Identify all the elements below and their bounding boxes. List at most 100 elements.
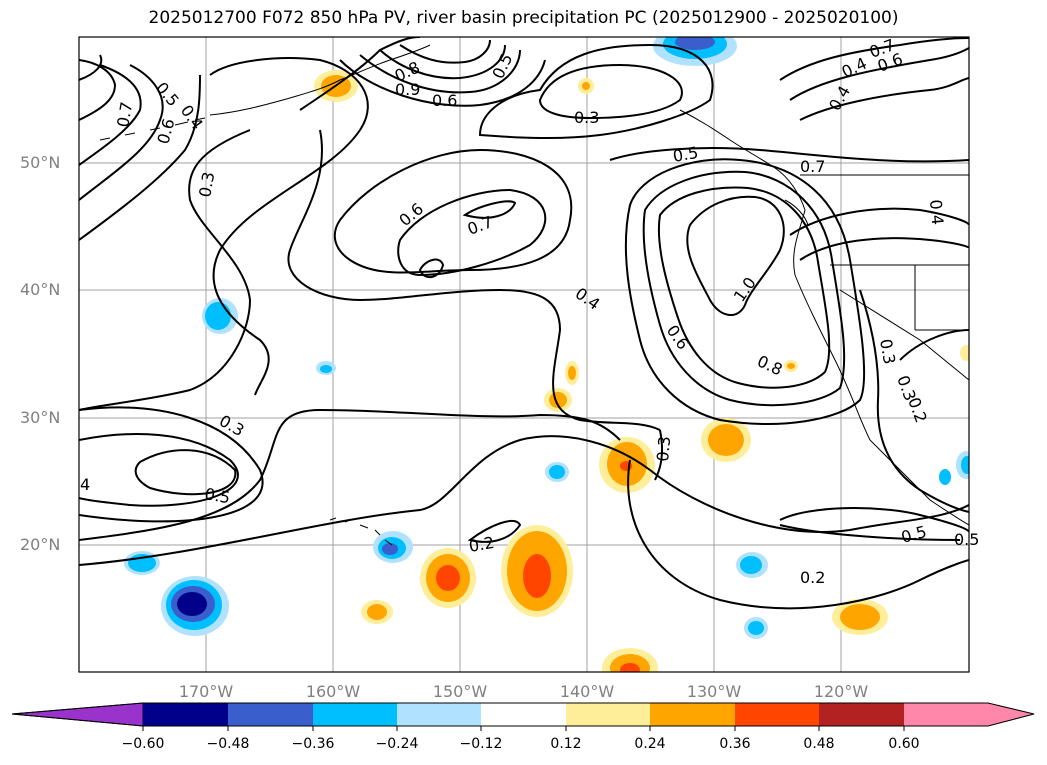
contour-label: 0.3 [195,170,218,198]
contour-line [467,520,522,543]
contour-label: 4 [80,475,90,494]
colorbar-segment [650,703,735,726]
precip-blob-positive [960,345,969,361]
figure-title: 2025012700 F072 850 hPa PV, river basin … [148,8,899,28]
contour-line [478,43,714,140]
colorbar-tick-label: 0.12 [550,736,582,752]
contour-line [624,158,866,425]
coastlines [99,44,969,546]
contour-line [79,54,103,81]
colorbar-extend-high [904,703,1034,726]
precip-blob-positive [420,548,476,608]
contour-line [79,59,117,121]
contour-line [134,449,237,496]
precip-blob-negative [653,37,737,66]
contour-line [287,129,661,431]
precip-blob-positive [599,437,655,493]
contour-label: 0.6 [432,91,457,110]
contour-line [789,47,969,101]
contour-line [779,37,969,81]
precip-shading [124,37,969,672]
aleutian-islands [99,117,206,141]
colorbar-tick-label: 0.60 [888,736,920,752]
alaska-panhandle-coast [679,109,806,211]
contour-line [654,429,664,481]
lat-label-20n: 20°N [20,535,61,554]
contour-line [79,64,142,166]
contour-line [538,63,683,120]
precip-blob-negative [124,551,160,575]
lat-label-40n: 40°N [20,280,61,299]
precip-blob-negative [744,617,768,639]
british-columbia-coast [793,209,969,526]
contour-line [339,59,546,107]
colorbar-segment [819,703,904,726]
contour-line [859,289,969,513]
colorbar-tick-label: −0.24 [375,736,419,752]
lon-label-150w: 150°W [432,682,488,701]
contour-line [79,433,239,507]
colorbar-segment [397,703,481,726]
contour-label: 0.9 [395,80,420,99]
contour-line [79,435,969,566]
lon-label-160w: 160°W [305,682,361,701]
contour-label: 0.3 [653,435,674,462]
contour-line [418,258,445,279]
precip-blob-positive [602,648,658,672]
colorbar-tick-label: −0.48 [206,736,250,752]
colorbar-tick-label: −0.12 [459,736,503,752]
contour-line [686,195,785,316]
contour-line [779,507,969,533]
contour-label: 0.7 [800,157,825,176]
precip-blob-positive [501,525,573,617]
contour-line [397,188,547,277]
precip-blob-positive [544,388,572,412]
colorbar-outline [11,702,1035,727]
lon-label-140w: 140°W [559,682,615,701]
contour-label: 0.7 [113,100,136,128]
contour-line [789,207,969,236]
contour-line [627,459,969,610]
precip-blob-negative [316,361,336,375]
contour-line [462,200,517,219]
contour-line [333,148,573,274]
contour-line [79,64,164,201]
contour-label: 0.5 [671,143,699,166]
contour-label: 0.3 [876,337,899,365]
contour-line [379,44,506,80]
contour-line [209,57,369,396]
contour-line [359,49,521,94]
vancouver-island [784,199,809,226]
colorbar-segment [481,703,566,726]
hawaiian-islands [329,517,393,546]
contour-line [609,147,969,163]
precip-blob-negative [373,531,413,563]
pv-contours [79,37,969,610]
contour-label: 0.2 [800,568,825,587]
colorbar [11,702,1035,731]
precip-blob-negative [545,462,569,482]
precip-blob-positive [832,599,888,635]
contour-line [779,524,961,541]
contour-line [642,170,846,407]
contour-line [799,237,969,261]
lon-label-170w: 170°W [178,682,234,701]
colorbar-tick-label: 0.24 [634,736,666,752]
precip-blob-positive [701,418,751,462]
precip-blob-positive [361,600,393,624]
precip-blob-positive [784,360,798,372]
precip-blob-negative [939,469,951,485]
colorbar-segment [313,703,397,726]
precip-blob-positive [578,78,594,94]
contour-line [79,74,201,241]
contour-label: 0.3 [574,108,599,127]
colorbar-tick-label: 0.48 [803,736,835,752]
colorbar-segment [735,703,819,726]
precip-blob-negative [956,451,969,479]
contour-line [657,186,831,389]
lon-label-120w: 120°W [813,682,869,701]
colorbar-extend-low [11,702,144,727]
contour-label: 0.5 [203,484,231,507]
colorbar-segment [143,703,228,726]
lon-label-130w: 130°W [686,682,742,701]
